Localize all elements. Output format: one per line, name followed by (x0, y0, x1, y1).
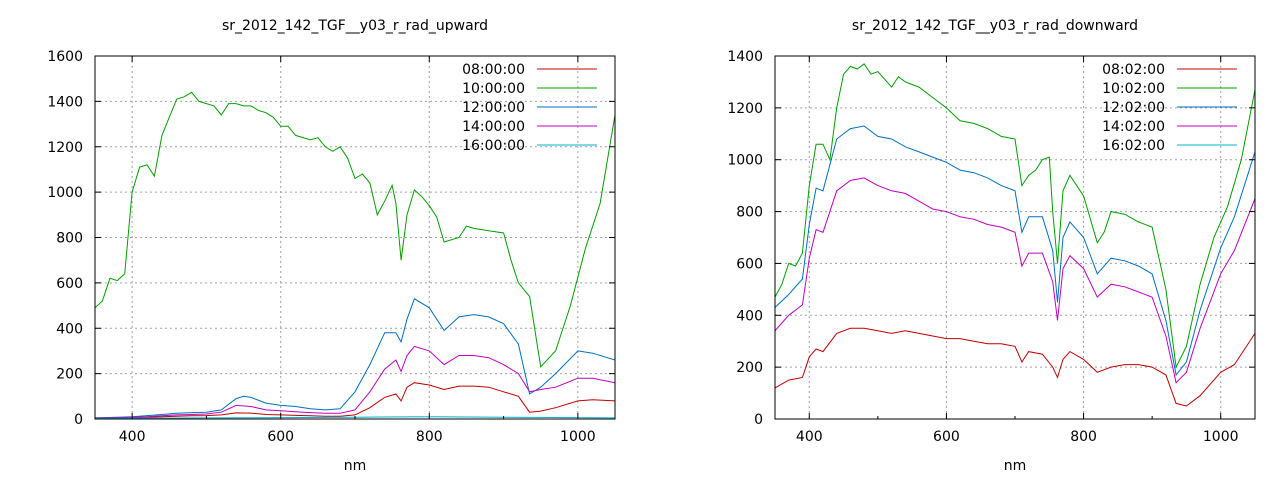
x-tick-label: 400 (119, 429, 146, 445)
downward-radiance-chart: sr_2012_142_TGF__y03_r_rad_downward 400 60… (727, 18, 1256, 474)
y-tick-label: 600 (56, 276, 83, 292)
y-tick-label: 0 (754, 412, 763, 428)
x-tick-label: 1000 (1203, 429, 1239, 445)
y-tick-label: 1400 (727, 49, 763, 65)
legend-entry-label: 14:00:00 (462, 119, 525, 135)
y-tick-label: 800 (736, 205, 763, 221)
legend-entry-label: 10:02:00 (1102, 81, 1165, 97)
y-tick-label: 0 (74, 412, 83, 428)
x-tick-label: 600 (933, 429, 960, 445)
y-tick-label: 600 (736, 256, 763, 272)
legend-entry-label: 16:00:00 (462, 138, 525, 154)
series-line-0 (95, 382, 615, 419)
y-tick-label: 1000 (47, 185, 83, 201)
x-axis-label: nm (344, 458, 367, 474)
series-line-3 (95, 345, 615, 419)
series-line-1 (95, 91, 615, 368)
x-tick-label: 800 (416, 429, 443, 445)
y-tick-label: 400 (736, 308, 763, 324)
series-line-1 (775, 63, 1255, 369)
legend-entry-label: 14:02:00 (1102, 119, 1165, 135)
y-tick-label: 800 (56, 231, 83, 247)
upward-radiance-chart: sr_2012_142_TGF__y03_r_rad_upward 400 600 8… (47, 18, 616, 474)
legend-entry-label: 16:02:00 (1102, 138, 1165, 154)
legend-entry-label: 12:02:00 (1102, 100, 1165, 116)
x-axis-label: nm (1004, 458, 1027, 474)
y-tick-label: 1200 (47, 140, 83, 156)
series-line-0 (775, 327, 1255, 407)
y-tick-label: 400 (56, 321, 83, 337)
plot-frame (774, 55, 1256, 420)
series-line-2 (775, 125, 1255, 377)
chart-title: sr_2012_142_TGF__y03_r_rad_upward (222, 18, 488, 34)
legend-entry-label: 08:00:00 (462, 62, 525, 78)
x-tick-label: 1000 (560, 429, 596, 445)
y-tick-label: 1200 (727, 101, 763, 117)
y-tick-label: 200 (56, 367, 83, 383)
series-line-2 (95, 298, 615, 419)
x-tick-label: 600 (267, 429, 294, 445)
chart-title: sr_2012_142_TGF__y03_r_rad_downward (852, 18, 1138, 34)
legend-entry-label: 10:00:00 (462, 81, 525, 97)
x-tick-label: 800 (1070, 429, 1097, 445)
legend-entry-label: 08:02:00 (1102, 62, 1165, 78)
legend-entry-label: 12:00:00 (462, 100, 525, 116)
y-tick-label: 1000 (727, 153, 763, 169)
y-tick-label: 1600 (47, 49, 83, 65)
series-line-3 (775, 177, 1255, 384)
x-tick-label: 400 (796, 429, 823, 445)
y-tick-label: 200 (736, 360, 763, 376)
y-tick-label: 1400 (47, 94, 83, 110)
